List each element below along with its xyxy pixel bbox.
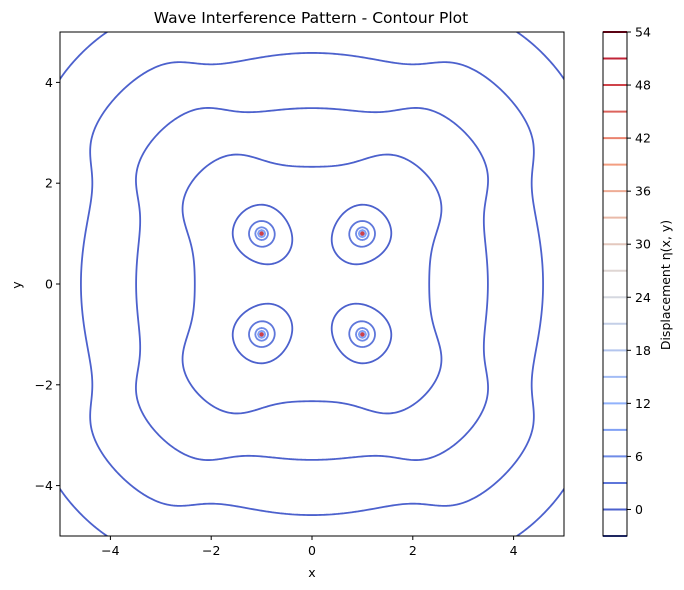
y-axis: −4 −2 0 2 4 [35,75,60,493]
y-tick-label: −2 [35,377,53,392]
contour-lines [60,32,564,536]
colorbar-label: Displacement η(x, y) [658,220,673,350]
colorbar-tick-label: 24 [635,290,651,305]
chart-title: Wave Interference Pattern - Contour Plot [154,9,468,27]
x-tick-label: 4 [510,543,518,558]
colorbar-background [603,32,627,536]
source-center-marker [360,332,365,337]
contour-line [259,231,365,337]
colorbar-tick-label: 54 [635,25,651,40]
colorbar-tick-label: 18 [635,343,651,358]
contour-line [260,232,364,336]
contour-line [60,32,564,536]
colorbar-tick-label: 42 [635,131,651,146]
y-tick-label: 2 [45,176,53,191]
source-center-marker [259,231,264,236]
colorbar-tick-label: 12 [635,396,651,411]
colorbar: 0 6 12 18 24 30 36 42 48 54 [602,25,651,537]
x-tick-label: 0 [308,543,316,558]
colorbar-frame [602,31,628,537]
contour-line [258,230,366,338]
x-tick-label: 2 [409,543,417,558]
colorbar-tick-label: 36 [635,184,651,199]
colorbar-tick-label: 0 [635,502,643,517]
colorbar-tick-label: 30 [635,237,651,252]
source-center-marker [259,332,264,337]
colorbar-tick-label: 6 [635,449,643,464]
y-tick-label: −4 [35,478,53,493]
colorbar-tick-label: 48 [635,78,651,93]
y-axis-label: y [9,281,24,289]
y-tick-label: 0 [45,277,53,292]
source-center-marker [360,231,365,236]
x-tick-label: −4 [101,543,119,558]
contour-line [248,220,376,348]
source-markers [259,231,365,337]
y-tick-label: 4 [45,75,53,90]
contour-line [254,226,370,342]
contour-line [257,229,367,339]
x-axis: −4 −2 0 2 4 [101,536,518,558]
x-axis-label: x [308,565,315,580]
x-tick-label: −2 [202,543,220,558]
